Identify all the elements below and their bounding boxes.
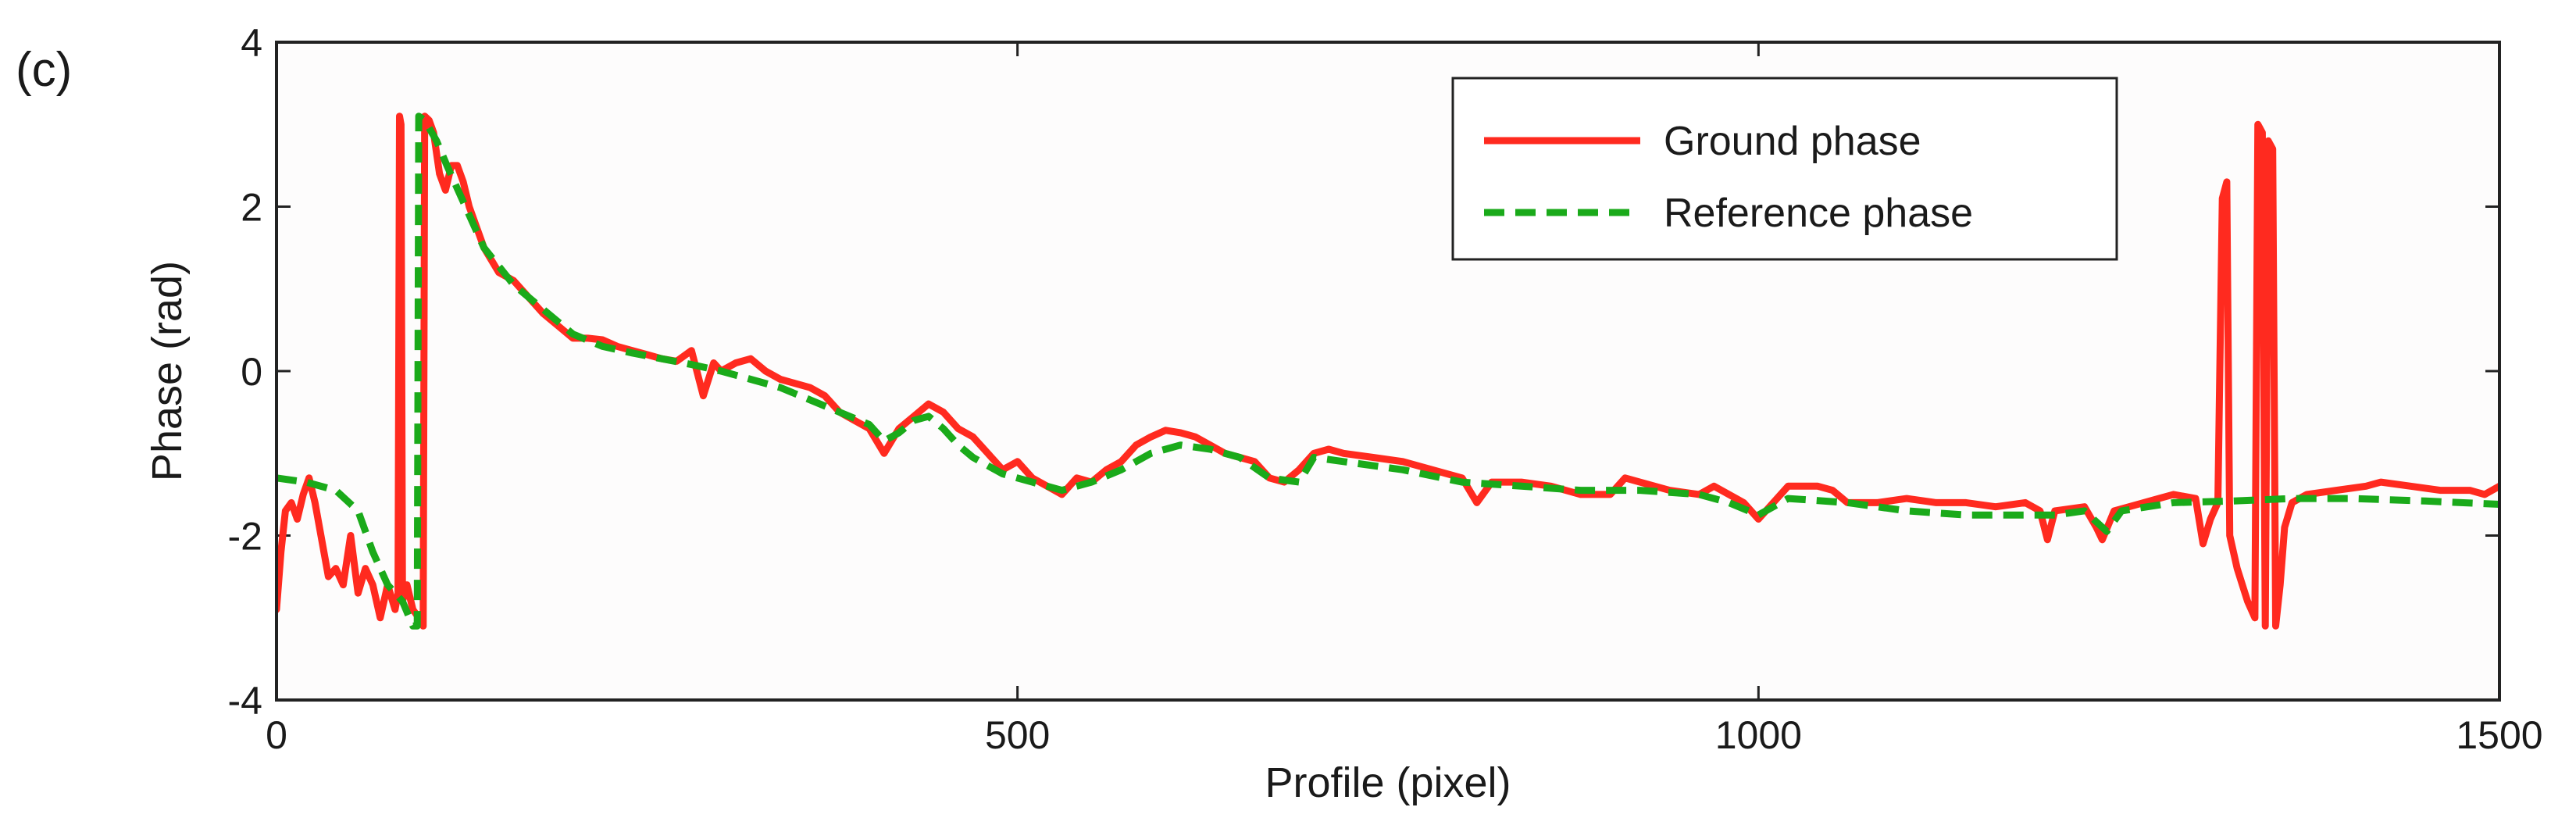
y-tick-label: 0	[241, 350, 262, 394]
x-tick-label: 1000	[1715, 713, 1802, 757]
legend: Ground phase Reference phase	[1451, 77, 2118, 261]
x-tick-label: 1500	[2456, 713, 2542, 757]
x-axis-label: Profile (pixel)	[1265, 759, 1511, 806]
y-tick-label: -4	[228, 679, 262, 723]
plot-area	[277, 42, 2499, 700]
x-axis-ticks: 0 500 1000 1500	[266, 42, 2543, 757]
y-tick-label: -2	[228, 515, 262, 559]
x-tick-label: 0	[266, 713, 287, 757]
series-layer	[277, 112, 2499, 630]
legend-label-reference-phase: Reference phase	[1664, 191, 1973, 236]
y-axis-ticks: -4 -2 0 2 4	[228, 21, 2499, 723]
panel-label: (c)	[16, 43, 72, 97]
x-tick-label: 500	[985, 713, 1050, 757]
legend-box	[1451, 77, 2118, 261]
plot-frame	[275, 41, 2501, 702]
series-line-reference-phase	[277, 112, 2499, 630]
series-line-ground-phase	[277, 112, 2499, 630]
y-tick-label: 2	[241, 186, 262, 230]
y-axis-label: Phase (rad)	[144, 261, 191, 481]
legend-label-ground-phase: Ground phase	[1664, 119, 1921, 164]
y-tick-label: 4	[241, 21, 262, 65]
